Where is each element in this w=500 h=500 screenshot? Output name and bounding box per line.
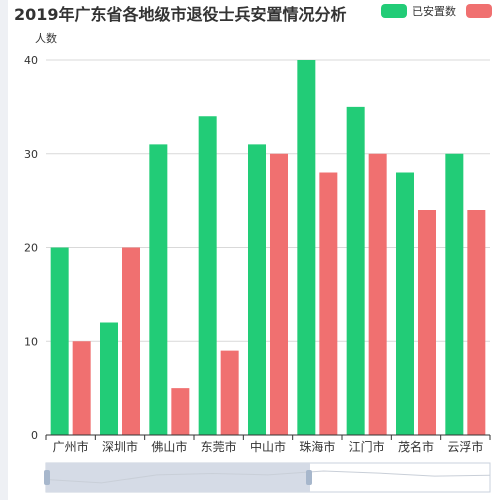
zoom-handle-right[interactable] [306,470,312,485]
x-tick-label: 深圳市 [102,439,138,454]
bar-to-place[interactable] [270,153,288,435]
data-zoom-slider[interactable] [44,462,491,493]
bar-placed[interactable] [396,172,414,436]
bar-placed[interactable] [100,322,118,436]
legend-swatch[interactable] [381,4,407,18]
x-tick-label: 佛山市 [151,439,187,454]
bar-to-place[interactable] [72,341,91,435]
bar-placed[interactable] [198,116,217,435]
chart-header: 2019年广东省各地级市退役士兵安置情况分析 人数 [14,5,347,45]
x-tick-label: 江门市 [349,439,385,454]
bar-to-place[interactable] [418,210,436,435]
y-tick-label: 20 [24,242,38,255]
y-tick-label: 30 [24,148,38,161]
y-tick-label: 10 [24,335,38,348]
bar-to-place[interactable] [220,350,239,435]
zoom-selected-range[interactable] [46,463,310,492]
x-tick-label: 广州市 [53,439,89,454]
x-tick-label: 珠海市 [299,439,335,454]
zoom-handle-left[interactable] [44,470,50,485]
bar-placed[interactable] [346,106,365,435]
x-tick-label: 东莞市 [201,439,237,454]
bar-to-place[interactable] [171,388,190,435]
y-tick-label: 0 [31,429,38,442]
chart-title: 2019年广东省各地级市退役士兵安置情况分析 [14,5,347,24]
bar-placed[interactable] [50,247,69,436]
bar-placed[interactable] [297,60,316,435]
bar-to-place[interactable] [122,247,140,436]
legend-label[interactable]: 已安置数 [412,4,456,18]
legend[interactable]: 已安置数 [381,4,492,18]
page-left-rail [0,0,8,500]
chart-axes: 0 10 20 30 40 广州市 深圳市 佛山市 东莞市 中山市 珠海市 江门市 茂名市 云浮市 [24,54,491,454]
bar-placed[interactable] [445,153,464,435]
bar-to-place[interactable] [319,172,338,436]
bar-to-place[interactable] [368,153,387,435]
bar-to-place[interactable] [467,210,486,435]
x-tick-label: 云浮市 [447,439,483,454]
bar-placed[interactable] [149,144,168,435]
zoom-preview-line [45,470,491,484]
legend-swatch[interactable] [466,4,492,18]
grid-lines [46,59,490,342]
x-tick-label: 中山市 [250,439,286,454]
y-axis-label: 人数 [35,32,57,45]
x-tick-label: 茂名市 [398,439,434,454]
bar-placed[interactable] [248,144,266,435]
bar-series [50,60,486,436]
y-tick-label: 40 [24,54,38,67]
